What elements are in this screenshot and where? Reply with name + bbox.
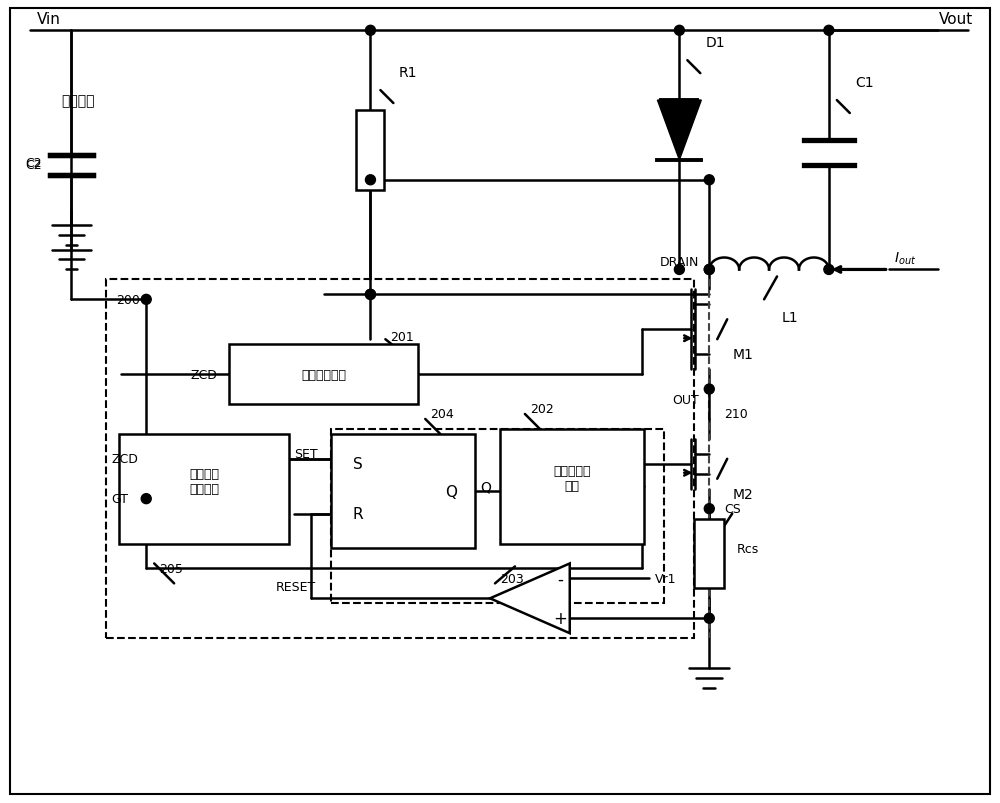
Bar xyxy=(331,434,475,548)
Circle shape xyxy=(674,265,684,275)
Text: C2: C2 xyxy=(25,159,42,172)
Text: Vout: Vout xyxy=(938,12,973,26)
Text: R: R xyxy=(353,507,363,521)
Text: ZCD: ZCD xyxy=(190,368,217,381)
Bar xyxy=(331,430,664,604)
Circle shape xyxy=(704,504,714,514)
Circle shape xyxy=(365,290,375,300)
Circle shape xyxy=(824,26,834,36)
Text: OUT: OUT xyxy=(673,393,699,406)
Text: Vr1: Vr1 xyxy=(654,573,676,585)
Text: C1: C1 xyxy=(855,76,873,90)
Text: 202: 202 xyxy=(530,403,554,416)
Text: 输入电压: 输入电压 xyxy=(62,94,95,108)
Circle shape xyxy=(365,26,375,36)
Bar xyxy=(500,430,644,544)
Polygon shape xyxy=(490,564,570,634)
Text: 开通信号
产生电路: 开通信号 产生电路 xyxy=(189,467,219,495)
Circle shape xyxy=(704,613,714,623)
Text: GT: GT xyxy=(620,458,637,471)
Text: +: + xyxy=(553,609,567,627)
Circle shape xyxy=(141,494,151,504)
Text: RESET: RESET xyxy=(275,580,316,593)
Text: 210: 210 xyxy=(724,408,748,421)
Text: M1: M1 xyxy=(732,348,753,361)
Circle shape xyxy=(141,295,151,305)
Text: Rcs: Rcs xyxy=(737,542,759,556)
Text: 205: 205 xyxy=(159,562,183,575)
Text: SET: SET xyxy=(294,448,317,461)
Circle shape xyxy=(365,290,375,300)
Circle shape xyxy=(704,176,714,185)
Text: Vin: Vin xyxy=(37,12,60,26)
Circle shape xyxy=(824,265,834,275)
Text: 200: 200 xyxy=(116,293,140,307)
Text: L1: L1 xyxy=(782,311,799,325)
Text: C2: C2 xyxy=(25,157,42,170)
Text: 逻辑和驱动
电路: 逻辑和驱动 电路 xyxy=(553,465,591,492)
Text: ZCD: ZCD xyxy=(111,453,138,466)
Polygon shape xyxy=(657,101,701,161)
Text: 204: 204 xyxy=(430,408,454,421)
Text: GT: GT xyxy=(111,492,128,506)
Text: $I_{out}$: $I_{out}$ xyxy=(894,250,916,267)
Text: CS: CS xyxy=(724,503,741,516)
Circle shape xyxy=(704,385,714,394)
Circle shape xyxy=(704,265,714,275)
Text: DRAIN: DRAIN xyxy=(660,255,699,269)
Text: 过零检测电路: 过零检测电路 xyxy=(301,368,346,381)
Circle shape xyxy=(365,176,375,185)
Text: Q: Q xyxy=(445,484,457,499)
Text: D1: D1 xyxy=(705,36,725,50)
Text: R1: R1 xyxy=(398,66,417,80)
Text: M2: M2 xyxy=(732,487,753,501)
Bar xyxy=(106,280,694,638)
Bar xyxy=(694,519,724,589)
Text: S: S xyxy=(353,457,362,471)
Bar xyxy=(356,111,384,190)
Bar xyxy=(119,434,289,544)
Text: Q: Q xyxy=(480,479,491,494)
Text: 201: 201 xyxy=(390,330,414,344)
Bar xyxy=(229,344,418,405)
Text: 203: 203 xyxy=(500,573,524,585)
Circle shape xyxy=(674,26,684,36)
Circle shape xyxy=(704,265,714,275)
Text: -: - xyxy=(557,569,563,588)
